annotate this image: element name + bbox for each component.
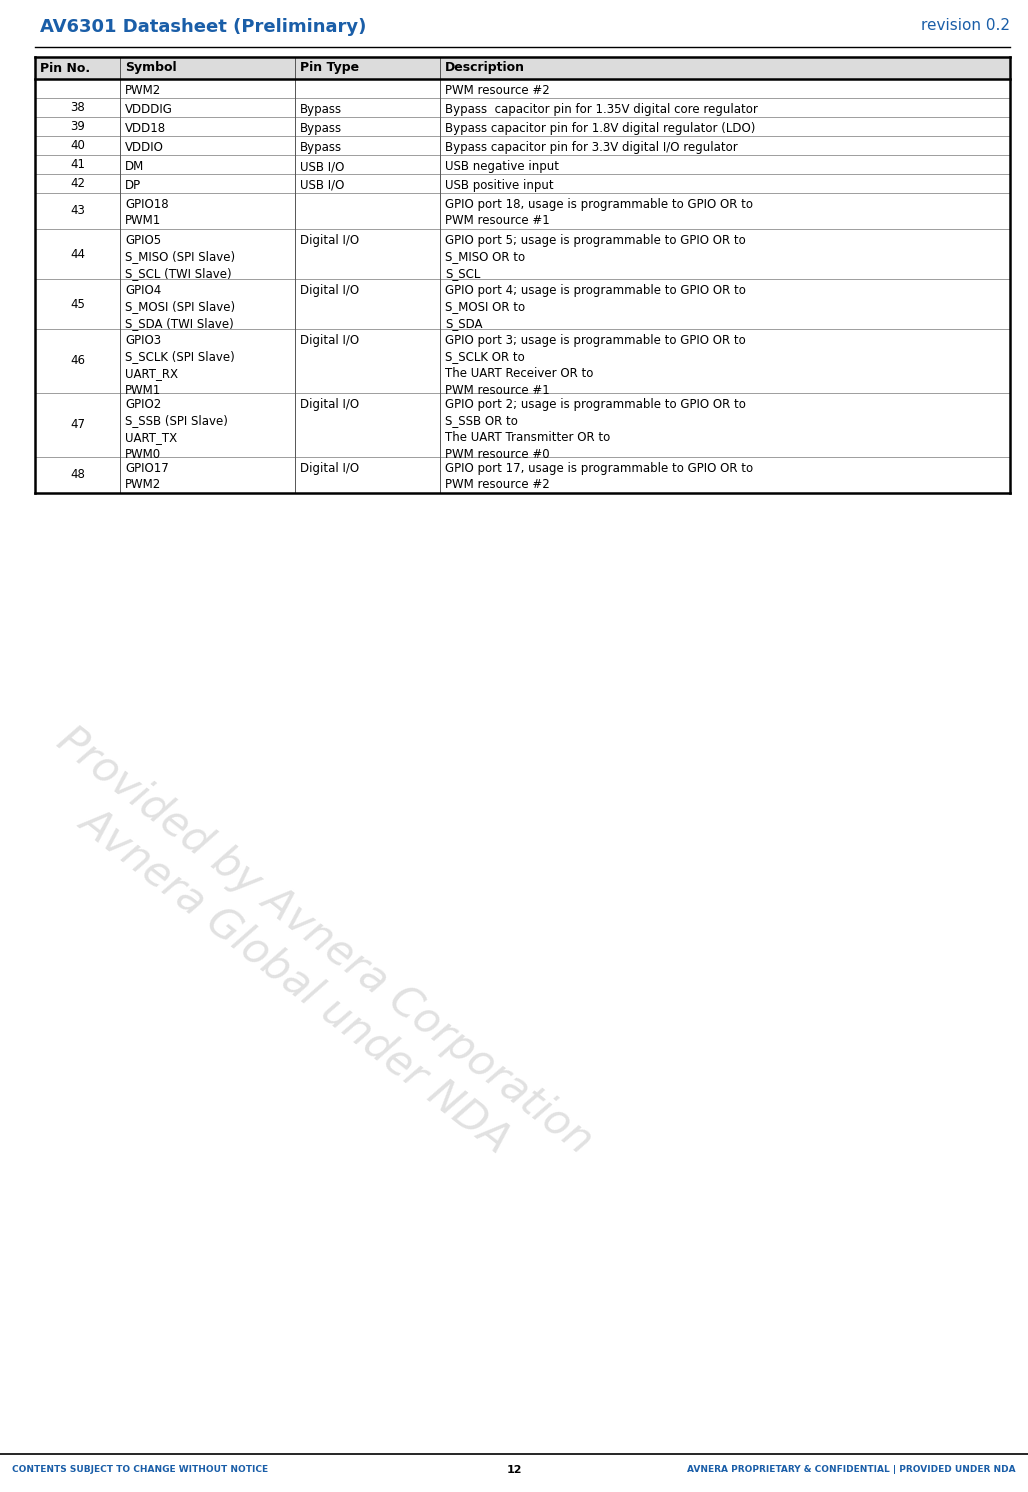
Text: AV6301 Datasheet (Preliminary): AV6301 Datasheet (Preliminary) [40,18,366,36]
Text: Digital I/O: Digital I/O [300,463,359,474]
Text: GPIO port 5; usage is programmable to GPIO OR to
S_MISO OR to
S_SCL: GPIO port 5; usage is programmable to GP… [445,234,745,280]
Text: USB negative input: USB negative input [445,160,559,173]
Text: Symbol: Symbol [125,61,177,75]
Text: Description: Description [445,61,525,75]
Text: GPIO port 3; usage is programmable to GPIO OR to
S_SCLK OR to
The UART Receiver : GPIO port 3; usage is programmable to GP… [445,334,745,397]
Text: GPIO port 2; usage is programmable to GPIO OR to
S_SSB OR to
The UART Transmitte: GPIO port 2; usage is programmable to GP… [445,398,746,461]
Text: 47: 47 [70,418,85,431]
Text: GPIO port 4; usage is programmable to GPIO OR to
S_MOSI OR to
S_SDA: GPIO port 4; usage is programmable to GP… [445,283,746,330]
Text: CONTENTS SUBJECT TO CHANGE WITHOUT NOTICE: CONTENTS SUBJECT TO CHANGE WITHOUT NOTIC… [12,1465,268,1474]
Text: DM: DM [125,160,144,173]
Text: Bypass: Bypass [300,103,342,116]
Text: Digital I/O: Digital I/O [300,283,359,297]
Text: GPIO4
S_MOSI (SPI Slave)
S_SDA (TWI Slave): GPIO4 S_MOSI (SPI Slave) S_SDA (TWI Slav… [125,283,235,330]
Text: DP: DP [125,179,141,192]
Text: revision 0.2: revision 0.2 [921,18,1009,33]
Text: Digital I/O: Digital I/O [300,334,359,348]
Text: GPIO5
S_MISO (SPI Slave)
S_SCL (TWI Slave): GPIO5 S_MISO (SPI Slave) S_SCL (TWI Slav… [125,234,235,280]
Text: Digital I/O: Digital I/O [300,398,359,410]
Text: 46: 46 [70,355,85,367]
Text: Pin Type: Pin Type [300,61,359,75]
Text: 42: 42 [70,178,85,189]
Text: Bypass: Bypass [300,142,342,154]
Text: 40: 40 [70,139,85,152]
Text: Pin No.: Pin No. [40,61,90,75]
Text: 38: 38 [70,101,85,113]
Text: GPIO2
S_SSB (SPI Slave)
UART_TX
PWM0: GPIO2 S_SSB (SPI Slave) UART_TX PWM0 [125,398,228,461]
Text: 48: 48 [70,468,85,482]
Text: Bypass capacitor pin for 1.8V digital regulator (LDO): Bypass capacitor pin for 1.8V digital re… [445,122,756,134]
Text: VDD18: VDD18 [125,122,167,134]
Text: USB I/O: USB I/O [300,179,344,192]
Text: GPIO port 18, usage is programmable to GPIO OR to
PWM resource #1: GPIO port 18, usage is programmable to G… [445,198,752,227]
Text: 44: 44 [70,248,85,261]
Text: Provided by Avnera Corporation
Avnera Global under NDA: Provided by Avnera Corporation Avnera Gl… [20,719,600,1201]
Text: 45: 45 [70,297,85,310]
Text: VDDDIG: VDDDIG [125,103,173,116]
Text: AVNERA PROPRIETARY & CONFIDENTIAL | PROVIDED UNDER NDA: AVNERA PROPRIETARY & CONFIDENTIAL | PROV… [688,1465,1016,1474]
Text: PWM resource #2: PWM resource #2 [445,84,550,97]
Text: 43: 43 [70,204,85,218]
Bar [35,57,1009,79]
Text: GPIO3
S_SCLK (SPI Slave)
UART_RX
PWM1: GPIO3 S_SCLK (SPI Slave) UART_RX PWM1 [125,334,234,397]
Text: USB I/O: USB I/O [300,160,344,173]
Text: GPIO port 17, usage is programmable to GPIO OR to
PWM resource #2: GPIO port 17, usage is programmable to G… [445,463,754,491]
Text: GPIO17
PWM2: GPIO17 PWM2 [125,463,169,491]
Text: Bypass capacitor pin for 3.3V digital I/O regulator: Bypass capacitor pin for 3.3V digital I/… [445,142,738,154]
Text: USB positive input: USB positive input [445,179,554,192]
Text: Bypass  capacitor pin for 1.35V digital core regulator: Bypass capacitor pin for 1.35V digital c… [445,103,758,116]
Text: 39: 39 [70,119,85,133]
Text: Bypass: Bypass [300,122,342,134]
Text: GPIO18
PWM1: GPIO18 PWM1 [125,198,169,227]
Text: Digital I/O: Digital I/O [300,234,359,248]
Text: VDDIO: VDDIO [125,142,163,154]
Text: 41: 41 [70,158,85,172]
Text: PWM2: PWM2 [125,84,161,97]
Text: 12: 12 [506,1465,522,1476]
